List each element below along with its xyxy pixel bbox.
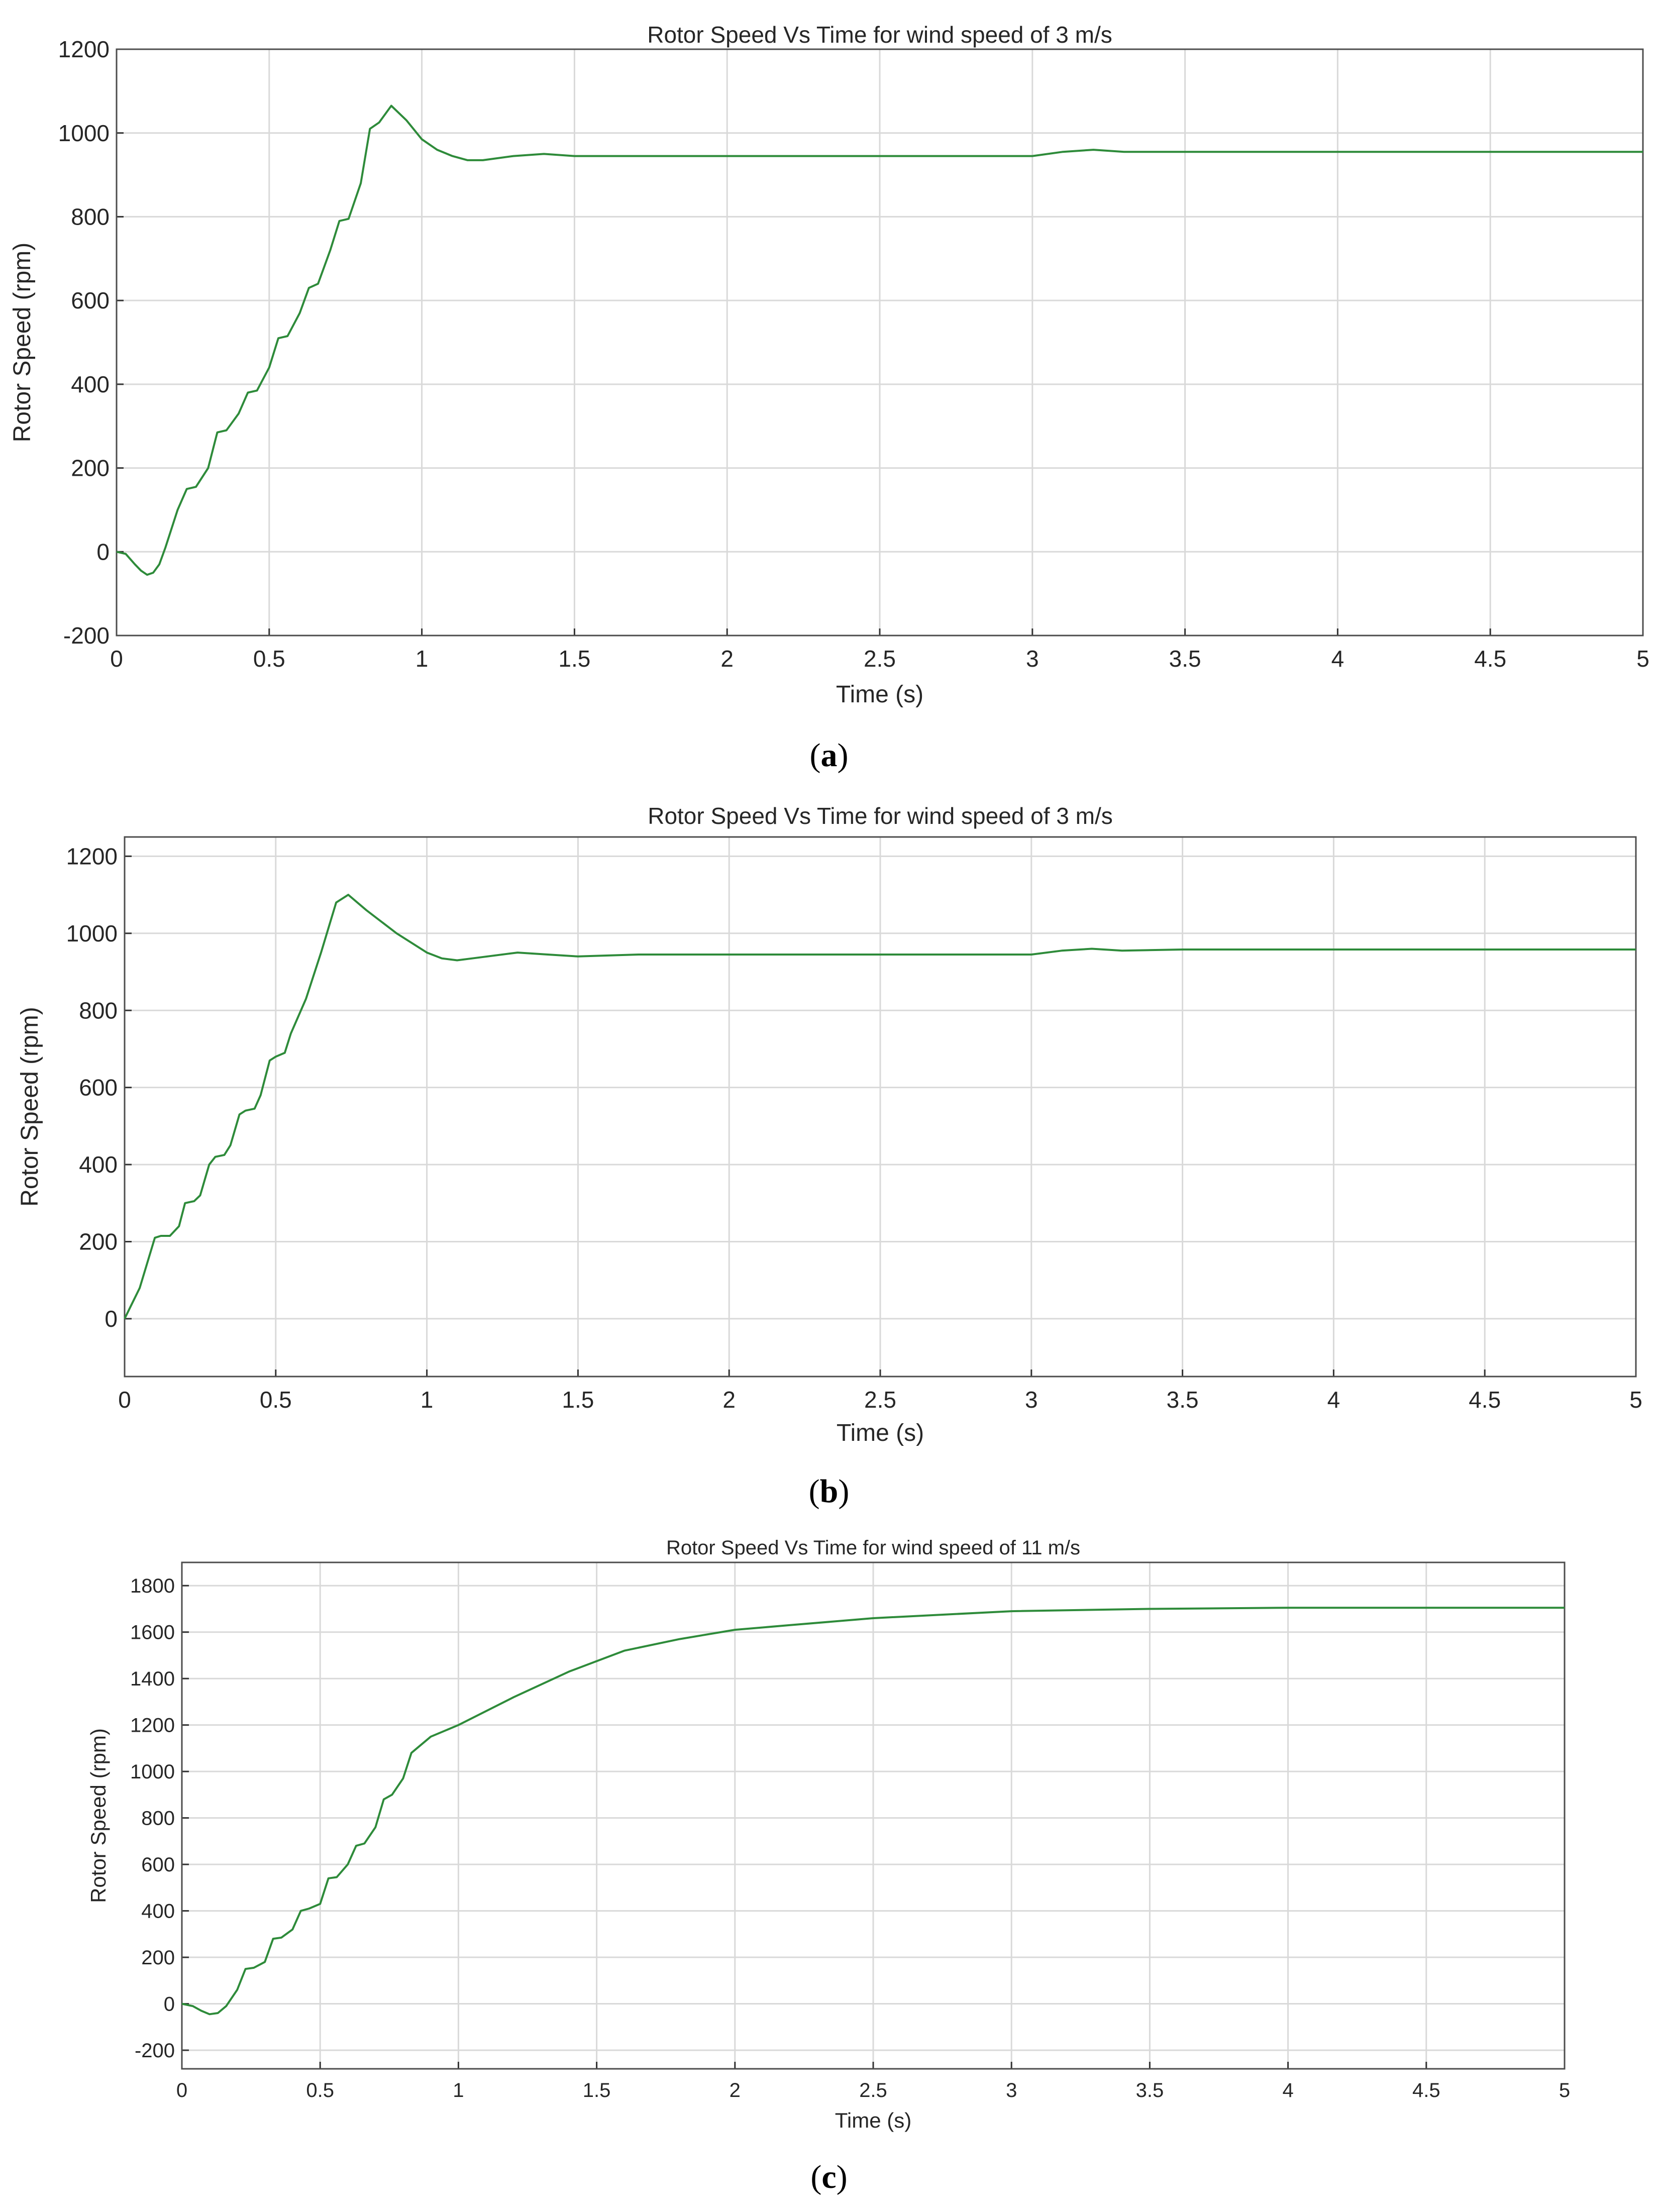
chart-panel-b: 0 0.5 1 1.5 2 2.5 3 3.5 4 4.5 5 0 200 400 600 800 1000 12…: [17, 803, 1642, 1510]
y-tick-label: 600: [79, 1075, 118, 1101]
y-tick-label: 1000: [66, 920, 118, 946]
chart-title: Rotor Speed Vs Time for wind speed of 3 …: [648, 803, 1113, 829]
x-tick-label: 3.5: [1169, 646, 1201, 672]
x-tick-label: 1.5: [583, 2079, 611, 2101]
x-tick-label: 4.5: [1469, 1387, 1501, 1413]
x-axis-label: Time (s): [837, 1420, 924, 1446]
x-tick-label: 1.5: [562, 1387, 594, 1413]
y-tick-label: 800: [79, 997, 118, 1023]
y-tick-label: 1200: [66, 843, 118, 869]
y-tick-label: 600: [141, 1854, 175, 1876]
axes-box: [116, 48, 1644, 637]
x-tick-label: 1.5: [558, 646, 590, 672]
x-tick-label: 3.5: [1167, 1387, 1199, 1413]
x-tick-label: 0.5: [253, 646, 285, 672]
panel-caption: (b): [809, 1473, 850, 1510]
x-tick-label: 5: [1559, 2079, 1570, 2101]
x-tick-label: 3: [1006, 2079, 1017, 2101]
x-tick-label: 4: [1331, 646, 1344, 672]
chart-panel-c: 0 0.5 1 1.5 2 2.5 3 3.5 4 4.5 5-200020040060080010…: [86, 1537, 1570, 2195]
y-tick-label: 0: [164, 1993, 175, 2016]
x-tick-label: 0.5: [306, 2079, 334, 2101]
x-axis-label: Time (s): [835, 2109, 911, 2132]
y-tick-label: 400: [79, 1151, 118, 1178]
y-tick-label: 0: [105, 1306, 118, 1332]
y-tick-label: 0: [96, 539, 110, 565]
x-tick-label: 2.5: [864, 646, 896, 672]
x-tick-label: 4: [1282, 2079, 1293, 2101]
y-tick-label: 1800: [130, 1575, 175, 1597]
y-tick-label: 1400: [130, 1668, 175, 1690]
axes-box: [124, 836, 1637, 1378]
y-tick-label: 200: [71, 455, 110, 481]
series-line-0: [124, 894, 1636, 1319]
y-tick-label: -200: [63, 622, 110, 649]
x-tick-label: 0: [176, 2079, 187, 2101]
y-tick-label: 600: [71, 287, 110, 313]
x-tick-label: 2.5: [864, 1387, 896, 1413]
chart-title: Rotor Speed Vs Time for wind speed of 3 …: [647, 22, 1112, 48]
x-tick-label: 5: [1629, 1387, 1642, 1413]
y-tick-label: 1000: [130, 1761, 175, 1783]
x-tick-label: 0: [118, 1387, 131, 1413]
chart-panel-a: 0 0.5 1 1.5 2 2.5 3 3.5 4 4.5 5-200020040060080010…: [9, 22, 1649, 774]
y-tick-label: 1600: [130, 1622, 175, 1644]
y-axis-label: Rotor Speed (rpm): [9, 243, 36, 442]
x-tick-label: 4: [1327, 1387, 1340, 1413]
x-tick-label: 1: [416, 646, 429, 672]
panel-caption: (c): [810, 2159, 847, 2195]
y-tick-label: -200: [135, 2040, 175, 2062]
y-tick-label: 1000: [58, 120, 110, 146]
chart-title: Rotor Speed Vs Time for wind speed of 11…: [666, 1537, 1080, 1559]
x-tick-label: 0.5: [260, 1387, 292, 1413]
x-tick-label: 3: [1025, 1387, 1038, 1413]
y-tick-label: 1200: [130, 1715, 175, 1737]
y-tick-label: 800: [141, 1808, 175, 1830]
y-tick-label: 400: [71, 371, 110, 397]
y-tick-label: 200: [79, 1229, 118, 1255]
x-tick-label: 3: [1026, 646, 1039, 672]
x-tick-label: 1: [453, 2079, 464, 2101]
y-tick-label: 1200: [58, 36, 110, 62]
x-axis-label: Time (s): [836, 681, 923, 708]
series-line-0: [116, 104, 1643, 576]
x-tick-label: 3.5: [1136, 2079, 1164, 2101]
x-tick-label: 4.5: [1412, 2079, 1440, 2101]
x-tick-label: 5: [1636, 646, 1649, 672]
x-tick-label: 4.5: [1474, 646, 1506, 672]
x-tick-label: 0: [110, 646, 123, 672]
x-tick-label: 2.5: [859, 2079, 887, 2101]
x-tick-label: 2: [722, 1387, 736, 1413]
series-line-0: [181, 1607, 1565, 2016]
x-tick-label: 1: [421, 1387, 434, 1413]
y-tick-label: 400: [141, 1901, 175, 1923]
x-tick-label: 2: [730, 2079, 741, 2101]
panel-caption: (a): [810, 737, 849, 774]
y-axis-label: Rotor Speed (rpm): [86, 1728, 110, 1903]
axes-box: [181, 1561, 1566, 2070]
y-tick-label: 800: [71, 204, 110, 230]
y-axis-label: Rotor Speed (rpm): [17, 1007, 43, 1206]
y-tick-label: 200: [141, 1947, 175, 1969]
x-tick-label: 2: [720, 646, 734, 672]
